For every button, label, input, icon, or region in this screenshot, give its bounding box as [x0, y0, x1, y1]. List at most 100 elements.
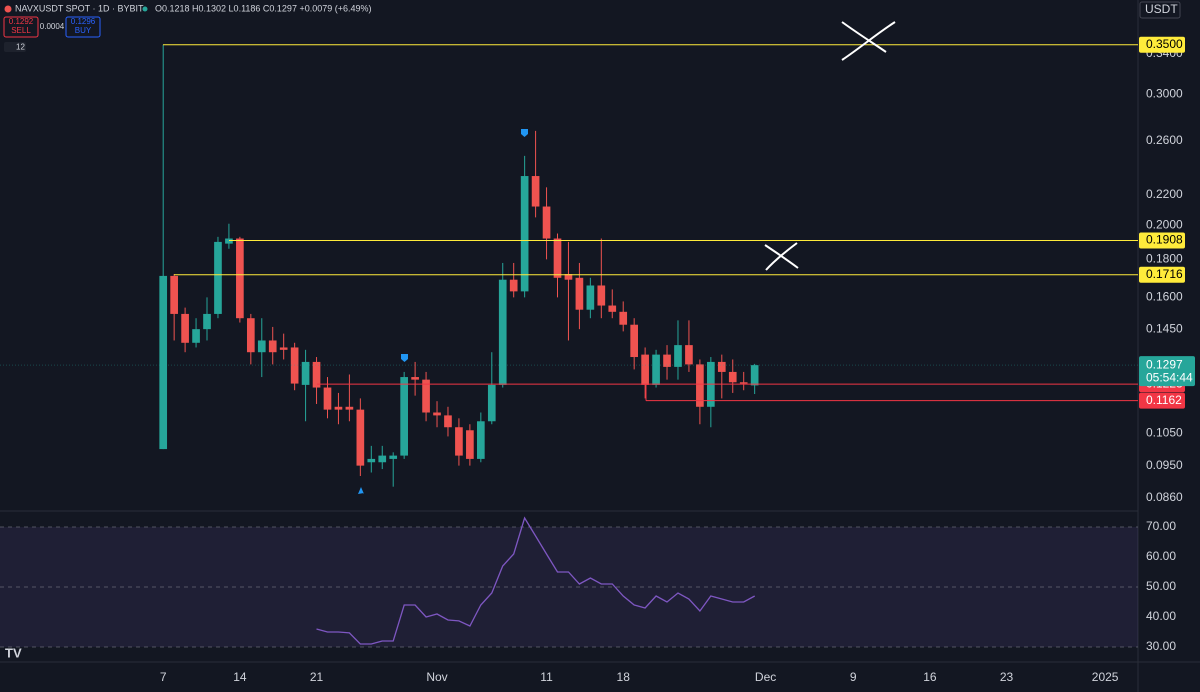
candle-body [159, 275, 168, 450]
sell-label: SELL [11, 26, 31, 35]
candle-body [476, 421, 485, 459]
candle-body [498, 279, 507, 385]
candle-body [444, 415, 452, 428]
symbol-icon [4, 5, 12, 13]
currency: USDT [1145, 2, 1178, 16]
buy-label: BUY [75, 26, 92, 35]
candle-body [509, 279, 518, 292]
x-tick-label: 23 [1000, 670, 1014, 684]
candle-body [608, 305, 617, 312]
candle-body [685, 345, 693, 365]
x-tick-label: Nov [426, 670, 447, 684]
candle-body [586, 285, 595, 310]
candle-body [389, 455, 398, 459]
level-label-bg [1139, 232, 1185, 249]
sell-price: 0.1292 [9, 17, 34, 26]
rsi-tick-label: 40.00 [1146, 609, 1176, 623]
candle-body [400, 377, 408, 456]
rsi-tick-label: 30.00 [1146, 639, 1176, 653]
candle-body [279, 347, 288, 350]
currency-button[interactable] [1139, 1, 1181, 19]
x-tick-label: 14 [233, 670, 247, 684]
rsi-tick-label: 70.00 [1146, 519, 1176, 533]
y-tick-label: 0.1800 [1146, 252, 1183, 266]
signal-down [401, 354, 408, 362]
candle-body [246, 318, 255, 353]
x-tick-label: 21 [310, 670, 324, 684]
candle-body [630, 324, 639, 358]
candle-body [750, 365, 759, 386]
candle-body [619, 311, 628, 325]
x-tick-label: Dec [755, 670, 776, 684]
x-tick-label: 9 [850, 670, 857, 684]
y-tick-label: 0.2000 [1146, 218, 1183, 232]
spread: 0.0004 [40, 22, 65, 31]
candle-body [225, 238, 233, 244]
candle-body [334, 406, 343, 410]
candle-body [411, 377, 419, 380]
level-label: 0.1908 [1146, 233, 1183, 247]
candle-body [203, 313, 211, 330]
candle-body [542, 206, 551, 239]
y-tick-label: 0.3000 [1146, 87, 1183, 101]
level-label: 0.1162 [1146, 393, 1182, 407]
ohlc: O0.1218 H0.1302 L0.1186 C0.1297 +0.0079 … [155, 3, 372, 13]
level-label-bg [1139, 36, 1185, 53]
candle-body [378, 455, 387, 463]
candle-body [674, 345, 682, 367]
last-price: 0.1297 [1146, 357, 1183, 371]
countdown: 05:54:44 [1146, 370, 1193, 384]
candle-body [181, 313, 189, 343]
rsi-tick-label: 60.00 [1146, 549, 1176, 563]
candle-body [323, 387, 332, 410]
candle-body [531, 176, 540, 207]
y-tick-label: 0.1050 [1146, 426, 1183, 440]
candle-body [455, 427, 463, 456]
y-tick-label: 0.1600 [1146, 290, 1183, 304]
candle-body [422, 379, 430, 413]
level-label-bg [1139, 266, 1185, 283]
level-label-bg [1139, 392, 1185, 409]
candle-body [312, 361, 321, 388]
y-tick-label: 0.2600 [1146, 133, 1183, 147]
candle-body [597, 285, 606, 306]
candle-body [739, 382, 748, 384]
candle-body [433, 412, 441, 416]
y-tick-label: 0.0860 [1146, 490, 1183, 504]
level-label: 0.3500 [1146, 37, 1183, 51]
sell-button[interactable] [3, 16, 39, 38]
candle-body [466, 430, 474, 459]
candle-body [192, 329, 200, 343]
buy-button[interactable] [65, 16, 101, 38]
candle-body [356, 409, 365, 466]
x-tick-label: 16 [923, 670, 937, 684]
candle-body [553, 238, 562, 278]
candle-body [257, 340, 266, 353]
market-status [142, 6, 148, 12]
y-tick-label: 0.1450 [1146, 321, 1183, 335]
last-price-bg [1139, 356, 1195, 387]
rsi-tick-label: 50.00 [1146, 579, 1176, 593]
candle-body [290, 347, 299, 384]
candle-body [268, 340, 277, 353]
candle-body [728, 371, 737, 383]
x-tick-label: 18 [617, 670, 631, 684]
plot: 0.34000.30000.26000.22000.20000.18000.16… [0, 36, 1195, 684]
candle-body [367, 458, 376, 463]
indicator-count: 12 [16, 43, 25, 52]
candle-body [214, 241, 222, 314]
candle-body [564, 274, 573, 280]
rsi-line [316, 516, 756, 645]
candle-body [652, 354, 660, 385]
candle-body [170, 275, 178, 314]
y-tick-label: 0.0950 [1146, 458, 1183, 472]
candle-body [575, 277, 584, 310]
candle-body [520, 176, 529, 292]
candle-body [717, 361, 726, 372]
x-tick-label: 11 [540, 670, 553, 684]
signal-down [521, 129, 528, 137]
candle-body [236, 238, 244, 319]
indicator-toggle[interactable] [4, 42, 26, 52]
